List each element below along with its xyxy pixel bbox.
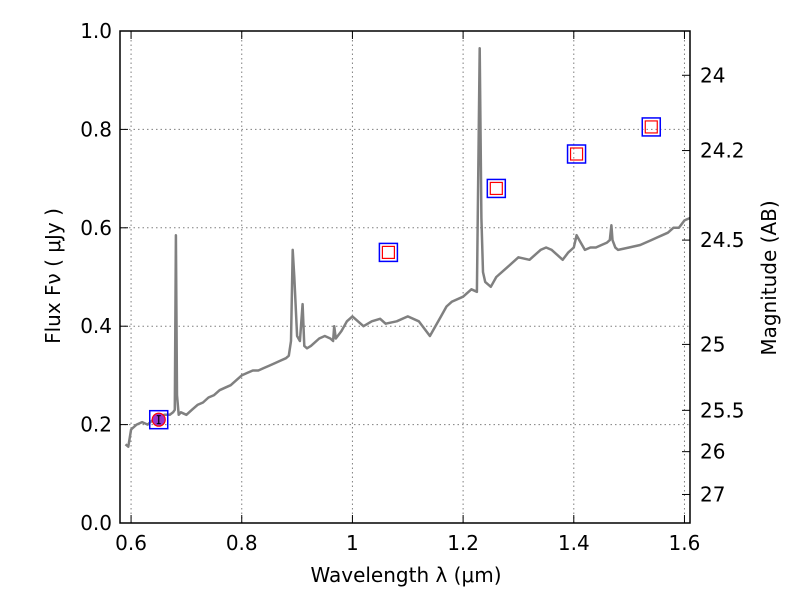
photometry-outer-square (486, 178, 507, 199)
y2-tick-label: 26 (700, 440, 725, 464)
x-axis-title: Wavelength λ (μm) (310, 563, 501, 587)
y-tick-label: 1.0 (80, 19, 112, 43)
axis-ticks (120, 30, 690, 524)
photometry-outer-square (148, 409, 169, 430)
y2-tick-label: 24.5 (700, 228, 745, 252)
photometry-point (148, 409, 169, 430)
photometry-inner-square (569, 147, 584, 161)
photometry-outer-square (378, 242, 399, 263)
axis-tick-labels: 0.6 0.8 1 1.2 1.4 1.6 0.0 0.2 0.4 0.6 0.8 1.0 24 24.2… (80, 19, 744, 555)
photometry-point (486, 178, 507, 199)
y-tick-label: 0.0 (80, 511, 112, 535)
x-tick-label: 1.6 (669, 531, 701, 555)
y2-tick-label: 24.2 (700, 139, 745, 163)
x-tick-label: 0.8 (226, 531, 258, 555)
y-axis-title: Flux Fν ( μJy ) (41, 208, 65, 344)
y2-tick-label: 27 (700, 482, 725, 506)
y-tick-label: 0.2 (80, 413, 112, 437)
y-tick-label: 0.4 (80, 314, 112, 338)
spectrum-layer (124, 46, 691, 448)
y2-tick-label: 25 (700, 332, 725, 356)
plot-frame (119, 30, 691, 524)
photometry-point (566, 144, 587, 164)
x-tick-label: 1.2 (447, 531, 479, 555)
x-tick-label: 1 (346, 531, 359, 555)
y-tick-label: 0.6 (80, 216, 112, 240)
x-tick-label: 1.4 (558, 531, 590, 555)
y2-tick-label: 25.5 (700, 398, 745, 422)
photometry-outer-square (641, 117, 662, 137)
x-tick-label: 0.6 (115, 531, 147, 555)
y-tick-label: 0.8 (80, 117, 112, 141)
photometry-inner-square (489, 181, 503, 196)
photometry-inner-square (381, 245, 395, 259)
grid-lines (120, 30, 690, 524)
photometry-point (641, 117, 662, 137)
y2-tick-label: 24 (700, 63, 725, 87)
photometry-outer-square (566, 144, 587, 164)
photometry-inner-square (644, 120, 658, 134)
photometry-markers (148, 117, 662, 430)
photometry-point (378, 242, 399, 263)
spectrum-line (124, 46, 691, 448)
y2-axis-title: Magnitude (AB) (757, 200, 781, 355)
